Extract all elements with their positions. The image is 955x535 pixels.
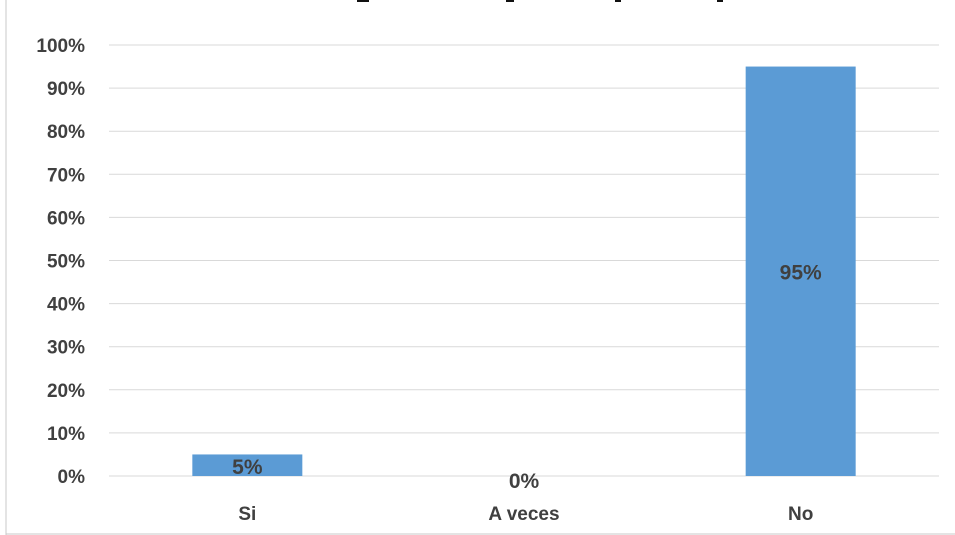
y-tick-label: 100% <box>36 36 85 57</box>
data-label: 95% <box>780 261 822 284</box>
y-tick-label: 30% <box>47 338 85 359</box>
bars <box>192 66 856 477</box>
y-axis-tick-labels: 0% 10% 20% 30% 40% 50% 60% 70% 80% 90% 100% <box>36 36 85 488</box>
y-tick-label: 70% <box>47 165 85 186</box>
y-tick-label: 40% <box>47 295 85 316</box>
bar-no <box>745 66 856 477</box>
x-category-label: Si <box>238 504 256 525</box>
y-tick-label: 20% <box>47 381 85 402</box>
y-tick-label: 60% <box>47 208 85 229</box>
data-labels: 5% 0% 95% <box>232 261 822 493</box>
bar-si <box>192 454 303 476</box>
y-tick-label: 80% <box>47 122 85 143</box>
x-category-label: No <box>788 504 813 525</box>
x-category-label: A veces <box>488 504 559 525</box>
y-tick-label: 50% <box>47 252 85 273</box>
data-label: 0% <box>509 470 540 493</box>
y-tick-label: 0% <box>58 467 86 488</box>
y-tick-label: 10% <box>47 424 85 445</box>
y-tick-label: 90% <box>47 79 85 100</box>
x-axis-category-labels: Si A veces No <box>238 504 813 525</box>
data-label: 5% <box>232 456 263 479</box>
